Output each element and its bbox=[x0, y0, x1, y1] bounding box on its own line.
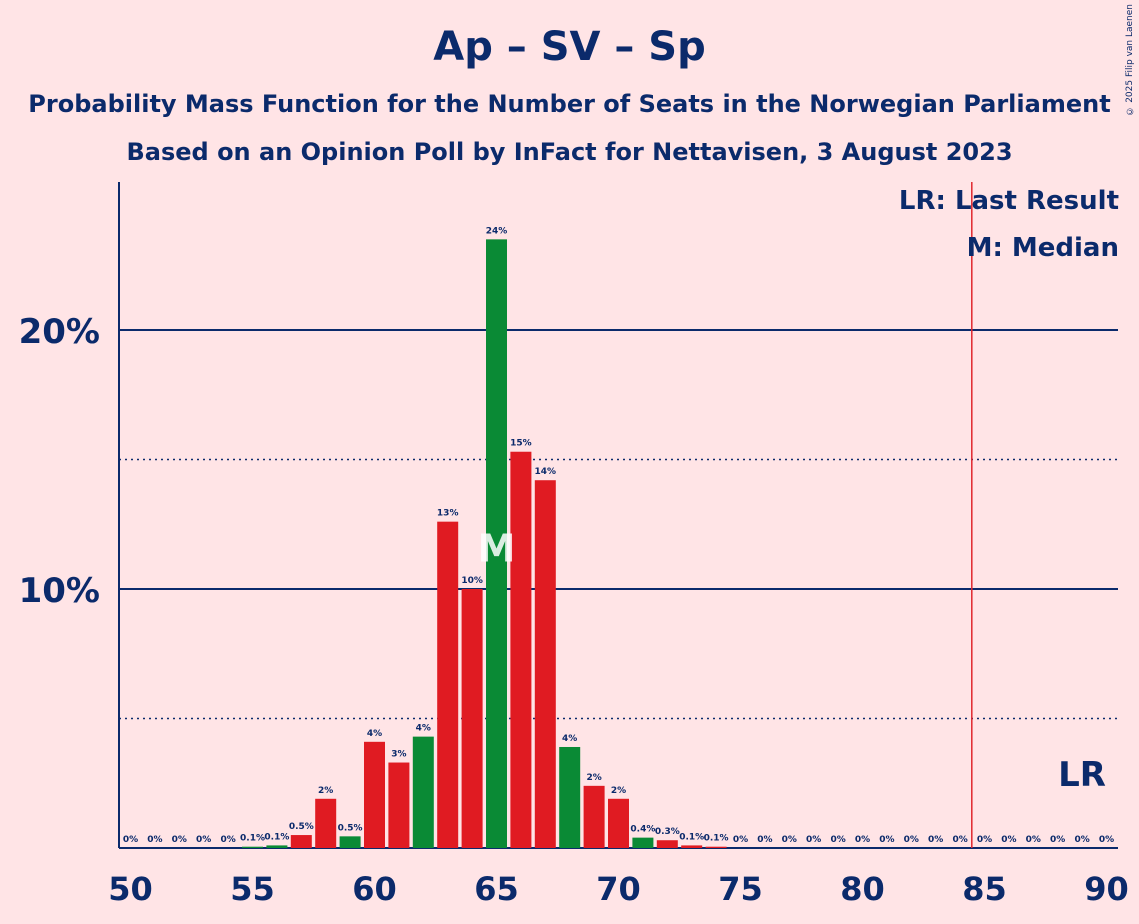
bar-value-label: 4% bbox=[562, 734, 577, 744]
y-tick-label: 10% bbox=[19, 571, 100, 611]
bar-value-label: 0% bbox=[830, 835, 845, 845]
bar-value-label: 0% bbox=[806, 835, 821, 845]
legend-median: M: Median bbox=[966, 233, 1119, 263]
bar-value-label: 15% bbox=[510, 439, 532, 449]
bar-value-label: 0% bbox=[1026, 835, 1041, 845]
bar-seats-57 bbox=[290, 835, 312, 848]
bar-seats-58 bbox=[315, 798, 337, 848]
bar-seats-74 bbox=[705, 846, 727, 848]
chart-subtitle: Probability Mass Function for the Number… bbox=[28, 90, 1111, 118]
bar-value-label: 0% bbox=[757, 835, 772, 845]
bar-seats-55 bbox=[242, 846, 263, 848]
bar-value-label: 0% bbox=[172, 835, 187, 845]
bar-value-label: 0.5% bbox=[338, 823, 363, 833]
bar-value-label: 0% bbox=[196, 835, 211, 845]
last-result-label: LR bbox=[1058, 755, 1106, 795]
bar-value-label: 3% bbox=[391, 750, 406, 760]
bar-value-label: 0% bbox=[928, 835, 943, 845]
bar-value-label: 0.1% bbox=[240, 834, 265, 844]
bar-value-label: 24% bbox=[486, 226, 508, 236]
bar-value-label: 2% bbox=[586, 773, 601, 783]
x-tick-label: 55 bbox=[230, 870, 275, 908]
bar-seats-69 bbox=[583, 785, 605, 848]
bar-value-label: 0% bbox=[879, 835, 894, 845]
bar-seats-59 bbox=[339, 836, 361, 848]
legend-last-result: LR: Last Result bbox=[898, 186, 1119, 216]
bar-seats-66 bbox=[510, 451, 532, 848]
bar-value-label: 0% bbox=[952, 835, 967, 845]
median-marker: M bbox=[478, 527, 516, 571]
x-tick-label: 60 bbox=[352, 870, 397, 908]
bar-value-label: 0% bbox=[1099, 835, 1114, 845]
bar-value-label: 4% bbox=[367, 729, 382, 739]
bar-seats-73 bbox=[681, 845, 703, 848]
bar-value-label: 0% bbox=[1074, 835, 1089, 845]
x-tick-label: 70 bbox=[596, 870, 641, 908]
bar-seats-64 bbox=[461, 589, 483, 848]
bar-value-label: 0.5% bbox=[289, 822, 314, 832]
bar-seats-72 bbox=[656, 840, 678, 848]
bar-seats-65 bbox=[486, 239, 507, 849]
bar-seats-71 bbox=[632, 837, 654, 848]
bar-seats-60 bbox=[364, 741, 385, 848]
chart-subtitle-source: Based on an Opinion Poll by InFact for N… bbox=[126, 138, 1013, 166]
bar-value-label: 0.1% bbox=[679, 832, 704, 842]
bar-value-label: 0% bbox=[123, 835, 138, 845]
bar-seats-61 bbox=[388, 762, 410, 848]
bar-value-label: 0.1% bbox=[704, 834, 729, 844]
bar-value-label: 0% bbox=[904, 835, 919, 845]
bar-value-label: 4% bbox=[416, 724, 431, 734]
x-tick-label: 65 bbox=[474, 870, 519, 908]
bar-seats-68 bbox=[559, 746, 581, 848]
bar-value-label: 13% bbox=[437, 509, 459, 519]
y-tick-label: 20% bbox=[19, 312, 100, 352]
bar-value-label: 14% bbox=[535, 467, 557, 477]
bar-seats-70 bbox=[608, 798, 629, 848]
bar-value-label: 0% bbox=[1001, 835, 1016, 845]
bar-seats-62 bbox=[412, 736, 434, 848]
bar-value-label: 0% bbox=[977, 835, 992, 845]
bar-seats-56 bbox=[266, 845, 288, 848]
x-tick-label: 90 bbox=[1084, 870, 1129, 908]
bar-value-label: 0% bbox=[855, 835, 870, 845]
chart-title: Ap – SV – Sp bbox=[433, 24, 706, 70]
bar-value-label: 0% bbox=[147, 835, 162, 845]
bar-value-label: 0% bbox=[1050, 835, 1065, 845]
x-tick-label: 85 bbox=[962, 870, 1007, 908]
bar-value-label: 0.3% bbox=[655, 827, 680, 837]
bar-value-label: 0% bbox=[220, 835, 235, 845]
bar-value-label: 0% bbox=[733, 835, 748, 845]
bar-seats-67 bbox=[534, 480, 556, 848]
bar-value-label: 2% bbox=[318, 786, 333, 796]
bar-seats-63 bbox=[437, 521, 459, 848]
x-tick-label: 80 bbox=[840, 870, 885, 908]
x-tick-label: 75 bbox=[718, 870, 763, 908]
bar-value-label: 0% bbox=[782, 835, 797, 845]
bar-value-label: 0.1% bbox=[264, 832, 289, 842]
bar-value-label: 10% bbox=[461, 576, 483, 586]
bar-value-label: 0.4% bbox=[630, 825, 655, 835]
x-tick-label: 50 bbox=[108, 870, 153, 908]
bar-value-label: 2% bbox=[611, 786, 626, 796]
